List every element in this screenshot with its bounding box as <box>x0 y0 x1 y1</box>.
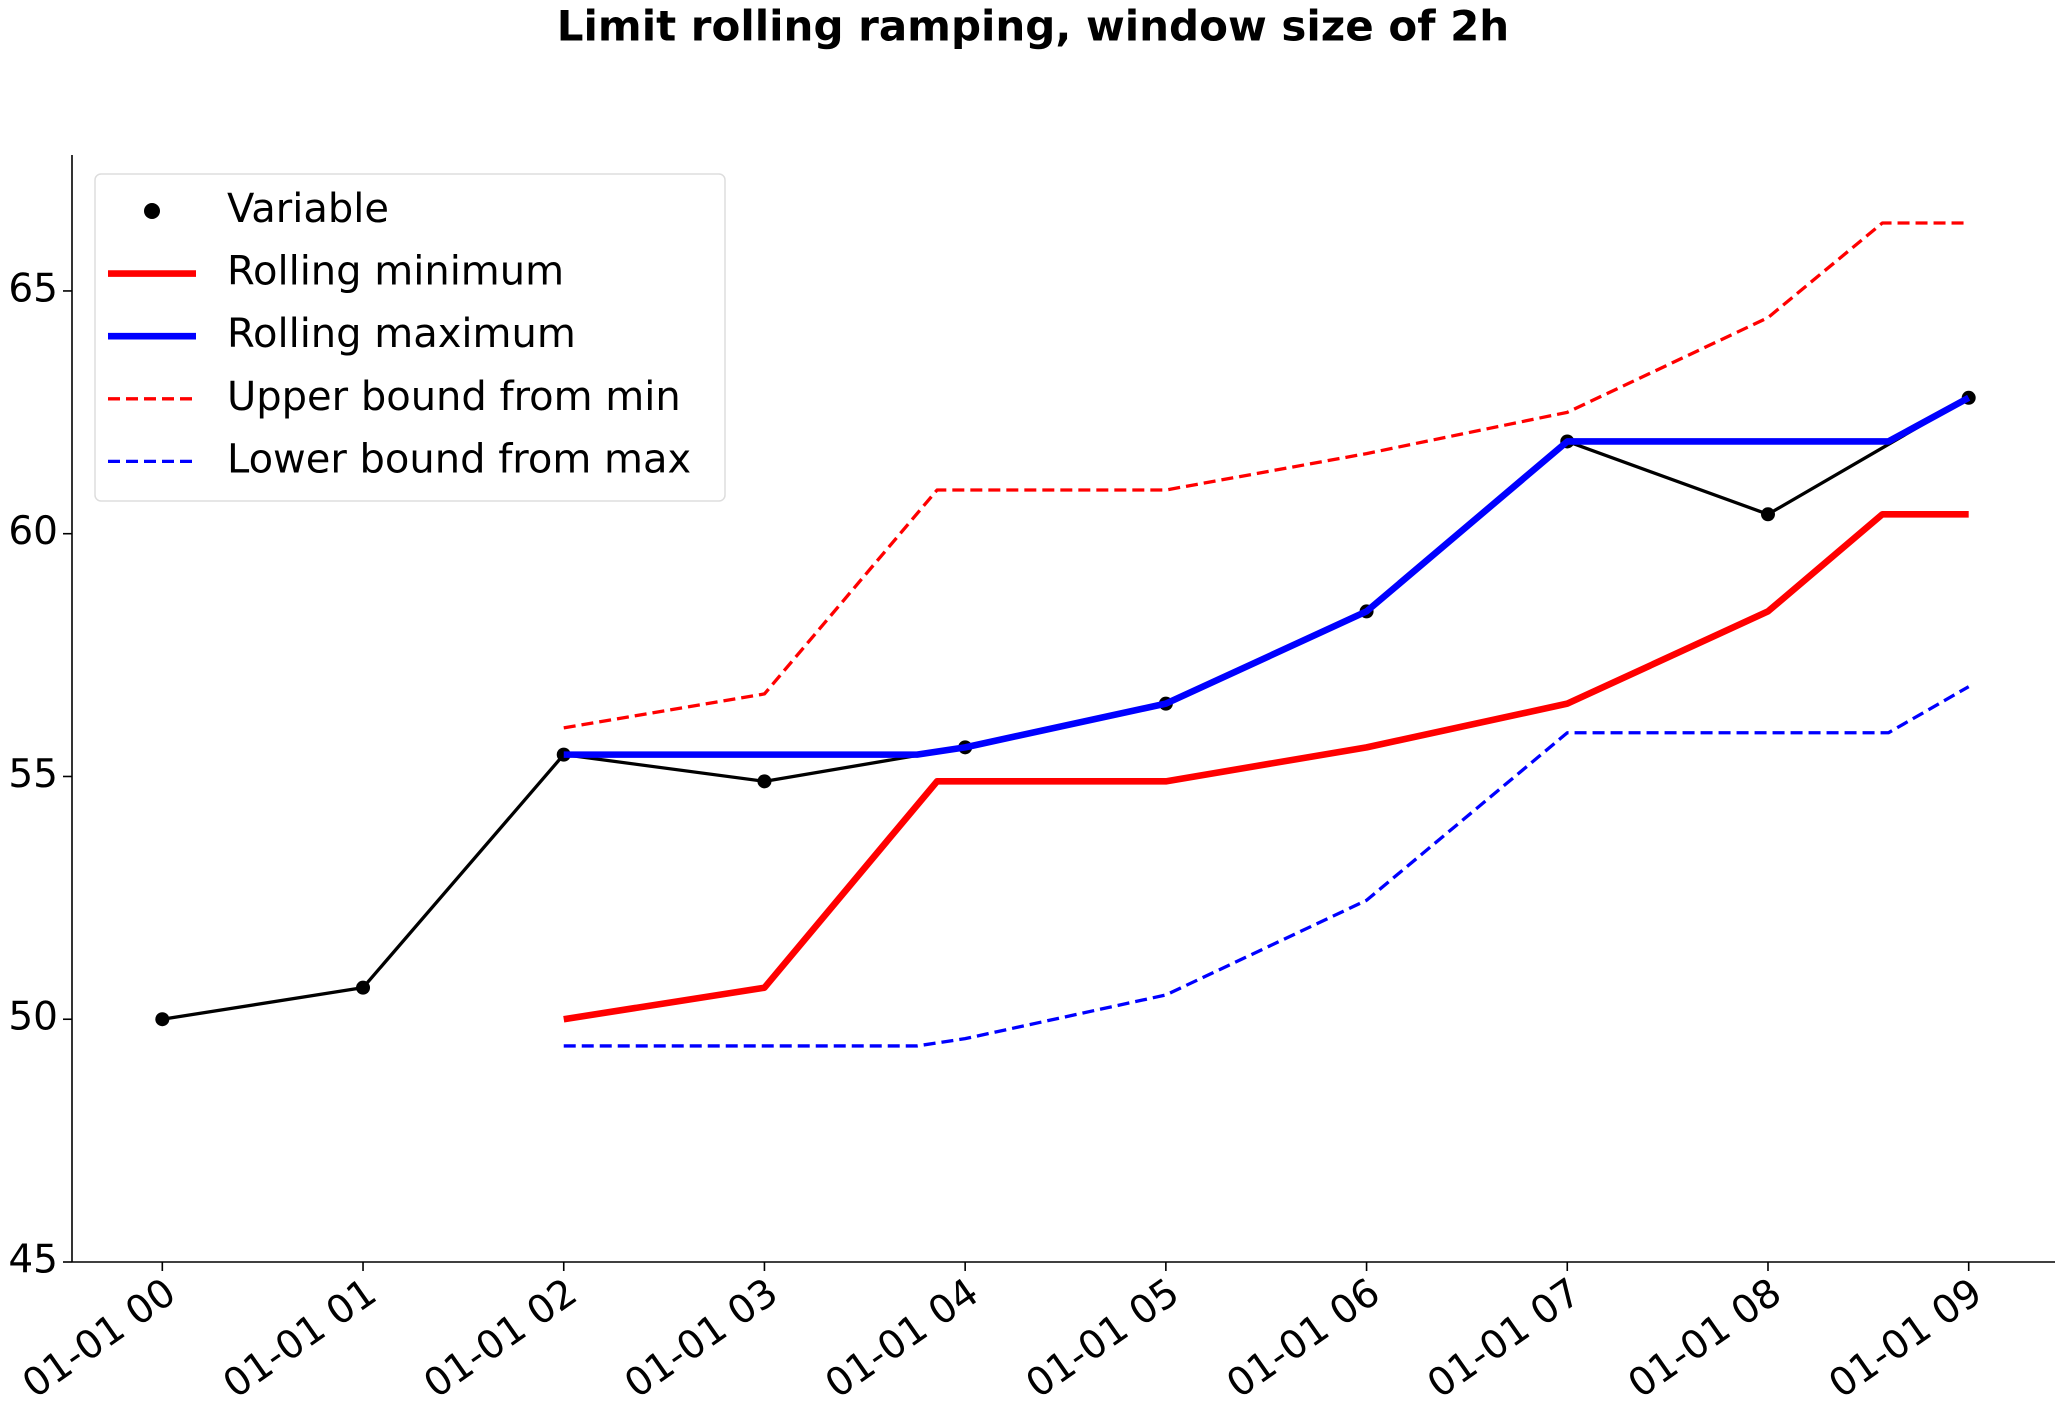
legend-label: Rolling maximum <box>227 311 576 357</box>
legend-label: Lower bound from max <box>227 436 691 482</box>
data-point <box>757 774 772 789</box>
y-tick-label: 45 <box>8 1238 58 1283</box>
legend: Variable Rolling minimum Rolling maximum Up… <box>94 173 726 502</box>
x-tick-label: 01-01 00 <box>15 1270 184 1407</box>
legend-label: Variable <box>227 186 389 232</box>
data-point <box>1760 507 1775 522</box>
series-line <box>563 510 1969 1023</box>
x-tick-label: 01-01 09 <box>1821 1270 1990 1407</box>
x-tick-label: 01-01 03 <box>617 1270 786 1407</box>
x-tick-label: 01-01 06 <box>1219 1270 1388 1407</box>
series-line <box>563 221 1969 730</box>
legend-frame <box>94 173 726 502</box>
y-tick-label: 65 <box>8 266 58 311</box>
x-tick-label: 01-01 08 <box>1620 1270 1789 1407</box>
data-point <box>356 980 371 995</box>
legend-label: Rolling minimum <box>227 249 564 295</box>
legend-label: Upper bound from min <box>227 374 681 420</box>
x-tick-label: 01-01 01 <box>215 1270 384 1407</box>
x-tick-label: 01-01 07 <box>1420 1270 1589 1407</box>
chart-title: Limit rolling ramping, window size of 2h <box>557 2 1509 51</box>
y-tick-label: 50 <box>8 995 58 1040</box>
y-tick-label: 55 <box>8 752 58 797</box>
x-tick-label: 01-01 02 <box>416 1270 585 1407</box>
x-tick-label: 01-01 05 <box>1018 1270 1187 1407</box>
series-line <box>563 685 1970 1048</box>
x-tick-label: 01-01 04 <box>817 1270 986 1407</box>
legend-marker <box>144 203 160 219</box>
y-tick-label: 60 <box>8 509 58 554</box>
series-line <box>563 394 1971 758</box>
data-point <box>155 1012 170 1027</box>
